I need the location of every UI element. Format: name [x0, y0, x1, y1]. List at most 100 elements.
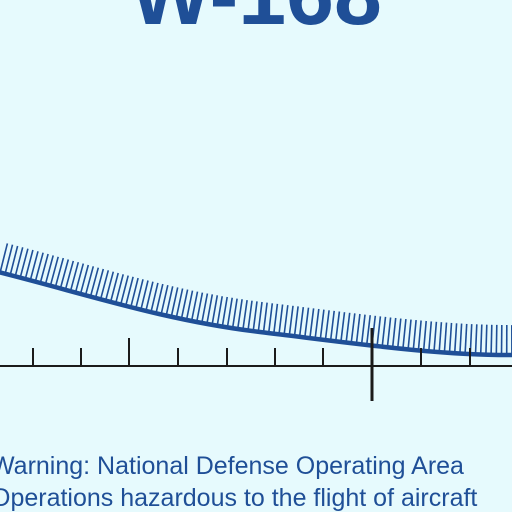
hatch-mark: [391, 317, 397, 348]
hatch-mark: [221, 296, 228, 327]
hatch-mark: [114, 274, 124, 304]
hatch-mark: [396, 318, 402, 349]
hatch-mark: [211, 295, 219, 326]
hatch-mark: [34, 252, 44, 282]
hatch-mark: [495, 324, 498, 355]
hatch-mark: [283, 305, 289, 335]
boundary-hatching: [0, 243, 512, 356]
hatch-mark: [273, 303, 279, 334]
hatch-mark: [479, 324, 483, 355]
scale-bar: [0, 328, 512, 401]
hatch-mark: [185, 290, 194, 321]
hatch-mark: [464, 323, 468, 354]
hatch-mark: [428, 321, 433, 352]
hatch-mark: [381, 316, 387, 347]
hatch-mark: [474, 324, 478, 355]
hatch-mark: [365, 315, 371, 346]
hatch-mark: [130, 277, 139, 308]
hatch-mark: [485, 324, 488, 355]
hatch-mark: [94, 268, 105, 299]
hatch-mark: [19, 248, 29, 278]
hatch-mark: [150, 282, 159, 313]
hatch-mark: [201, 293, 209, 324]
hatch-mark: [64, 260, 75, 291]
hatch-mark: [355, 313, 361, 344]
warning-text-line-1: Warning: National Defense Operating Area: [0, 452, 464, 480]
hatch-mark: [140, 280, 149, 310]
hatch-mark: [386, 317, 392, 348]
hatch-mark: [247, 300, 253, 331]
hatch-mark: [160, 285, 169, 315]
hatch-mark: [293, 306, 299, 337]
hatch-mark: [350, 313, 356, 344]
hatch-mark: [79, 264, 90, 295]
hatch-mark: [490, 324, 493, 355]
hatch-mark: [433, 321, 438, 352]
warning-area-boundary: [0, 270, 512, 358]
hatch-mark: [226, 297, 233, 328]
hatch-mark: [438, 322, 443, 353]
hatch-mark: [459, 323, 463, 354]
hatch-mark: [236, 299, 243, 330]
hatch-mark: [24, 249, 34, 280]
hatch-mark: [119, 275, 129, 305]
hatch-mark: [84, 266, 95, 296]
hatch-mark: [443, 322, 448, 353]
hatch-mark: [257, 301, 263, 332]
hatch-mark: [412, 320, 417, 350]
hatch-mark: [124, 276, 134, 307]
hatch-mark: [407, 319, 412, 350]
hatch-mark: [242, 299, 248, 330]
hatch-mark: [448, 322, 453, 353]
hatch-mark: [109, 272, 119, 303]
hatch-mark: [54, 257, 65, 288]
hatch-mark: [104, 271, 115, 301]
hatch-mark: [329, 310, 335, 341]
hatch-mark: [278, 304, 284, 335]
hatch-mark: [155, 283, 164, 314]
hatch-mark: [175, 288, 184, 318]
hatch-mark: [180, 289, 189, 320]
hatch-mark: [314, 308, 320, 339]
hatch-mark: [324, 310, 330, 341]
hatch-mark: [319, 309, 325, 340]
hatch-mark: [69, 261, 80, 292]
hatch-mark: [309, 308, 315, 339]
hatch-mark: [267, 303, 274, 334]
hatch-mark: [59, 259, 70, 289]
hatch-mark: [44, 255, 54, 285]
hatch-mark: [376, 316, 382, 347]
hatch-mark: [49, 256, 59, 286]
hatch-mark: [298, 307, 305, 337]
hatch-mark: [252, 301, 258, 332]
hatch-mark: [29, 251, 39, 281]
hatch-mark: [195, 292, 204, 323]
hatch-mark: [360, 314, 366, 345]
hatch-mark: [216, 296, 223, 326]
hatch-mark: [165, 286, 174, 316]
hatch-mark: [14, 247, 24, 277]
hatch-mark: [9, 245, 19, 276]
hatch-mark: [453, 323, 458, 354]
hatch-mark: [135, 279, 144, 309]
warning-text-line-2: Operations hazardous to the flight of ai…: [0, 484, 478, 512]
hatch-mark: [304, 307, 310, 338]
hatch-mark: [334, 311, 341, 342]
hatch-mark: [99, 270, 110, 300]
hatch-mark: [4, 244, 14, 274]
hatch-mark: [288, 305, 294, 336]
hatch-mark: [74, 263, 85, 293]
hatch-mark: [422, 320, 427, 351]
hatch-mark: [0, 243, 9, 273]
hatch-mark: [39, 253, 49, 284]
hatch-mark: [417, 320, 422, 351]
hatch-mark: [89, 267, 100, 297]
hatch-mark: [231, 298, 238, 329]
hatch-mark: [345, 312, 351, 343]
hatch-mark: [206, 294, 214, 325]
hatch-mark: [402, 319, 407, 349]
hatch-mark: [190, 291, 199, 322]
hatch-mark: [262, 302, 268, 333]
